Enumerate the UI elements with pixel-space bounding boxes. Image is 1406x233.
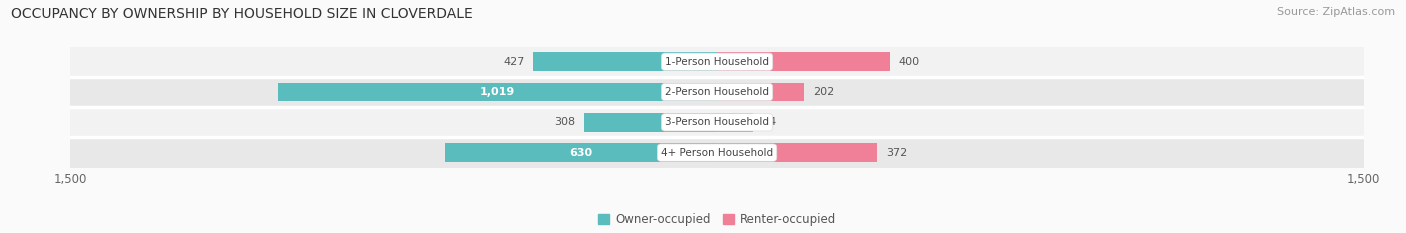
Text: 1,019: 1,019 [479, 87, 515, 97]
Text: 308: 308 [554, 117, 575, 127]
Bar [446, 143, 717, 162]
Bar [717, 143, 877, 162]
Text: 4+ Person Household: 4+ Person Household [661, 148, 773, 158]
Text: 372: 372 [886, 148, 907, 158]
Text: 427: 427 [503, 57, 524, 67]
Bar [533, 52, 717, 71]
Legend: Owner-occupied, Renter-occupied: Owner-occupied, Renter-occupied [593, 208, 841, 231]
Bar [70, 77, 1364, 107]
Text: 202: 202 [813, 87, 834, 97]
Text: OCCUPANCY BY OWNERSHIP BY HOUSEHOLD SIZE IN CLOVERDALE: OCCUPANCY BY OWNERSHIP BY HOUSEHOLD SIZE… [11, 7, 472, 21]
Text: 84: 84 [762, 117, 776, 127]
Bar [717, 113, 754, 132]
Bar [70, 47, 1364, 77]
Bar [585, 113, 717, 132]
Text: 630: 630 [569, 148, 593, 158]
Text: 2-Person Household: 2-Person Household [665, 87, 769, 97]
Bar [717, 83, 804, 101]
Text: Source: ZipAtlas.com: Source: ZipAtlas.com [1277, 7, 1395, 17]
Bar [70, 137, 1364, 168]
Text: 1-Person Household: 1-Person Household [665, 57, 769, 67]
Bar [70, 107, 1364, 137]
Text: 3-Person Household: 3-Person Household [665, 117, 769, 127]
Text: 400: 400 [898, 57, 920, 67]
Bar [717, 52, 890, 71]
Bar [278, 83, 717, 101]
